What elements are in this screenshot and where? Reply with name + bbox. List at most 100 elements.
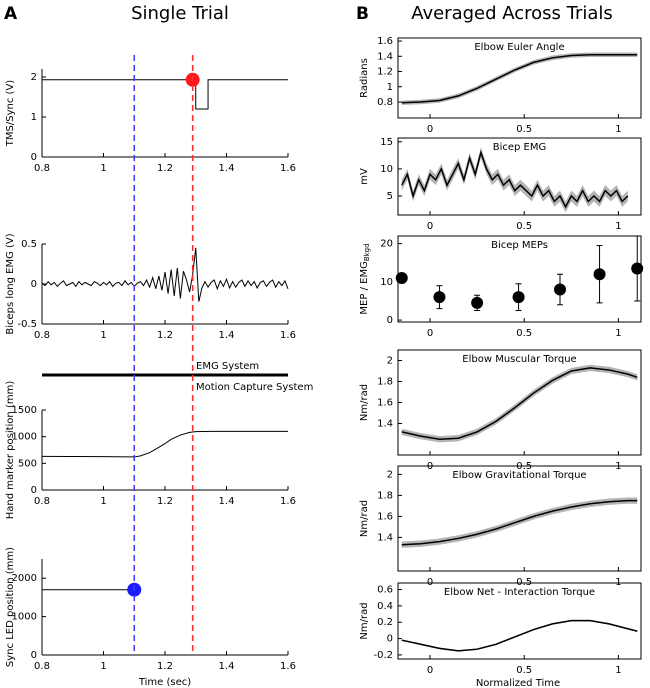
y-tick-label: 5 xyxy=(387,191,393,202)
y-tick-label: 1.2 xyxy=(377,67,393,78)
y-tick-label: 0 xyxy=(31,485,37,496)
x-tick-label: 1 xyxy=(615,328,621,339)
y-axis-label: Hand marker position (mm) xyxy=(5,381,16,520)
x-tick-label: 1 xyxy=(100,496,106,507)
y-axis-label: Biceps long EMG (V) xyxy=(5,233,16,334)
error-band xyxy=(401,497,638,548)
x-tick-label: 1.2 xyxy=(157,661,173,672)
data-line xyxy=(401,150,629,209)
plot-frame xyxy=(397,465,642,572)
panel-label: B xyxy=(356,4,369,24)
point xyxy=(471,296,484,309)
y-tick-label: 1.4 xyxy=(377,419,393,430)
x-tick-label: 0 xyxy=(427,328,433,339)
point xyxy=(631,262,644,275)
x-tick-label: 1 xyxy=(615,221,621,232)
plot-frame xyxy=(397,37,642,119)
x-tick-label: 0.8 xyxy=(34,163,50,174)
y-tick-label: 10 xyxy=(380,164,393,175)
error-band xyxy=(401,52,638,106)
x-tick-label: 1 xyxy=(615,124,621,135)
chart-title: Elbow Gravitational Torque xyxy=(452,470,586,481)
y-axis-label-text: MEP / EMG xyxy=(359,261,370,314)
annotation: Motion Capture System xyxy=(196,382,313,393)
y-axis-label: Nm/rad xyxy=(359,500,370,537)
y-tick-label: 2 xyxy=(387,356,393,367)
x-tick-label: 1.6 xyxy=(280,163,296,174)
x-tick-label: 1.4 xyxy=(219,661,235,672)
y-tick-label: 0.8 xyxy=(377,97,393,108)
y-tick-label: 0 xyxy=(31,279,37,290)
plot-frame xyxy=(397,582,642,660)
y-axis-label-text: Nm/rad xyxy=(359,602,370,639)
point xyxy=(554,283,566,296)
x-tick-label: 0 xyxy=(427,221,433,232)
x-tick-label: 0.5 xyxy=(516,665,532,676)
y-axis-label-text: mV xyxy=(359,168,370,185)
y-tick-label: 1 xyxy=(387,82,393,93)
x-tick-label: 1 xyxy=(615,665,621,676)
y-tick-label: 0 xyxy=(387,315,393,326)
x-axis-label: Time (sec) xyxy=(138,677,191,688)
y-tick-label: 0 xyxy=(31,650,37,661)
y-tick-label: 1.4 xyxy=(377,51,393,62)
y-tick-label: 0 xyxy=(387,634,393,645)
x-axis-label: Normalized Time xyxy=(476,678,560,688)
y-tick-label: 1 xyxy=(31,112,37,123)
y-axis-label: mV xyxy=(359,168,370,185)
y-tick-label: 2 xyxy=(387,469,393,480)
x-tick-label: 0.8 xyxy=(34,496,50,507)
y-axis-label-text: Nm/rad xyxy=(359,500,370,537)
y-tick-label: -0.2 xyxy=(373,650,393,661)
y-tick-label: 1.6 xyxy=(377,511,393,522)
y-tick-label: 1.4 xyxy=(377,532,393,543)
y-axis-label-text: Biceps long EMG (V) xyxy=(5,233,16,334)
x-tick-label: 0.5 xyxy=(516,328,532,339)
y-tick-label: -0.5 xyxy=(17,319,37,330)
point xyxy=(593,268,606,281)
data-line xyxy=(42,79,288,110)
y-tick-label: 1.6 xyxy=(377,36,393,47)
y-axis-label: MEP / EMGBkgd xyxy=(359,243,371,314)
x-tick-label: 1.6 xyxy=(280,661,296,672)
panel-title: Single Trial xyxy=(131,3,229,24)
x-tick-label: 1.2 xyxy=(157,496,173,507)
y-axis-label: Sync LED position (mm) xyxy=(5,547,16,667)
point xyxy=(433,291,446,304)
y-axis-label-sub: Bkgd xyxy=(363,243,371,261)
y-tick-label: 500 xyxy=(18,458,37,469)
x-tick-label: 0 xyxy=(427,124,433,135)
y-tick-label: 1.8 xyxy=(377,377,393,388)
y-tick-label: 0 xyxy=(31,152,37,163)
x-tick-label: 1.4 xyxy=(219,496,235,507)
chart-title: Elbow Euler Angle xyxy=(474,42,564,53)
y-axis-label: Nm/rad xyxy=(359,384,370,421)
data-line xyxy=(401,367,638,441)
x-tick-label: 1.2 xyxy=(157,330,173,341)
y-axis-label-text: Nm/rad xyxy=(359,384,370,421)
panel-title: Averaged Across Trials xyxy=(411,3,613,24)
y-tick-label: 0.4 xyxy=(377,601,393,612)
x-tick-label: 1 xyxy=(100,661,106,672)
chart-title: Bicep MEPs xyxy=(491,240,548,251)
data-line xyxy=(401,499,638,546)
point xyxy=(395,272,408,285)
chart-title: Elbow Muscular Torque xyxy=(462,354,576,365)
x-tick-label: 1 xyxy=(100,163,106,174)
y-axis-label: Radians xyxy=(359,58,370,98)
data-line xyxy=(41,247,289,302)
chart-title: Elbow Net - Interaction Torque xyxy=(444,587,595,598)
x-tick-label: 1.2 xyxy=(157,163,173,174)
y-tick-label: 1.8 xyxy=(377,490,393,501)
y-tick-label: 20 xyxy=(380,239,393,250)
data-line xyxy=(401,54,638,104)
y-tick-label: 10 xyxy=(380,277,393,288)
x-tick-label: 0.8 xyxy=(34,330,50,341)
plot-frame xyxy=(397,137,642,216)
data-line xyxy=(41,430,288,458)
y-tick-label: 0.6 xyxy=(377,585,393,596)
x-tick-label: 1 xyxy=(100,330,106,341)
annotation: EMG System xyxy=(196,361,259,372)
x-tick-label: 0 xyxy=(427,665,433,676)
